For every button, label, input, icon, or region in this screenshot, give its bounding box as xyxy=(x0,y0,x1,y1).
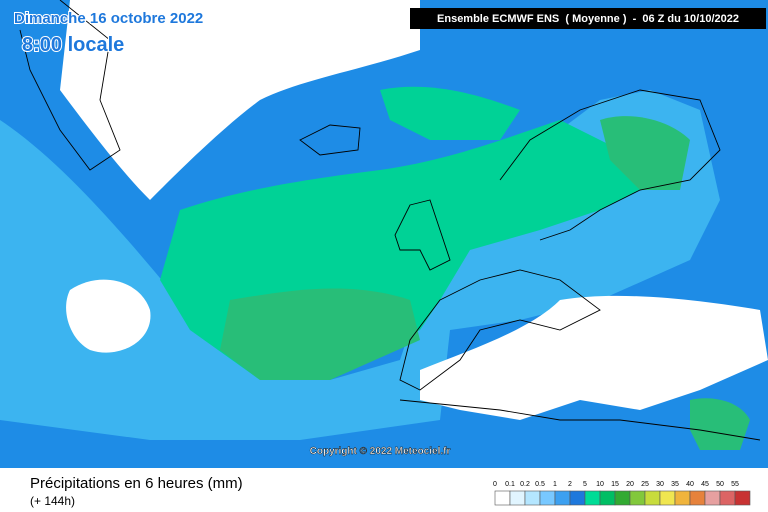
footer-title: Précipitations en 6 heures (mm) xyxy=(30,475,243,492)
legend-label: 1 xyxy=(553,481,557,488)
legend-label: 25 xyxy=(641,481,649,488)
legend-label: 0 xyxy=(493,481,497,488)
map: Dimanche 16 octobre 2022 8:00 locale Ens… xyxy=(0,0,768,468)
scandinavia-coast xyxy=(499,89,721,241)
precip-east xyxy=(690,398,750,450)
legend-swatch xyxy=(629,490,646,506)
legend-swatch xyxy=(494,490,511,506)
legend-swatch xyxy=(614,490,631,506)
legend-label: 30 xyxy=(656,481,664,488)
model-label: Ensemble ECMWF ENS ( Moyenne ) - 06 Z du… xyxy=(437,13,739,25)
europe-coast xyxy=(399,269,601,391)
copyright: Copyright © 2022 Meteociel.fr xyxy=(310,446,451,457)
dry-greenland xyxy=(60,0,420,200)
legend-swatch xyxy=(644,490,661,506)
time-label: 8:00 locale xyxy=(22,34,124,56)
legend-label: 55 xyxy=(731,481,739,488)
legend-label: 10 xyxy=(596,481,604,488)
legend-label: 5 xyxy=(583,481,587,488)
legend-swatch xyxy=(584,490,601,506)
legend-swatch xyxy=(524,490,541,506)
legend: 0 0.1 0.2 0.5 1 2 5 10 15 20 25 30 35 40 45 50 55 xyxy=(493,481,751,506)
legend-label: 0.2 xyxy=(520,481,530,488)
legend-swatch xyxy=(539,490,556,506)
legend-swatch xyxy=(569,490,586,506)
legend-label: 35 xyxy=(671,481,679,488)
legend-label: 20 xyxy=(626,481,634,488)
legend-label: 2 xyxy=(568,481,572,488)
dry-atlantic xyxy=(66,279,151,353)
legend-swatch xyxy=(719,490,736,506)
legend-label: 0.1 xyxy=(505,481,515,488)
legend-swatch xyxy=(704,490,721,506)
greenland-coast xyxy=(19,0,121,171)
legend-swatch xyxy=(734,490,751,506)
precip-scandinavia xyxy=(600,116,690,190)
africa-coast xyxy=(399,399,761,441)
legend-label: 50 xyxy=(716,481,724,488)
legend-label: 45 xyxy=(701,481,709,488)
legend-swatch xyxy=(554,490,571,506)
footer-lead: (+ 144h) xyxy=(30,494,75,508)
precip-moderate-north xyxy=(380,86,520,140)
uk-coast xyxy=(394,199,451,271)
legend-swatch xyxy=(674,490,691,506)
legend-label: 40 xyxy=(686,481,694,488)
legend-swatch xyxy=(509,490,526,506)
legend-swatch xyxy=(689,490,706,506)
dry-mediterranean xyxy=(420,295,768,420)
precip-heavy xyxy=(220,288,420,380)
legend-label: 15 xyxy=(611,481,619,488)
legend-swatch xyxy=(599,490,616,506)
legend-label: 0.5 xyxy=(535,481,545,488)
iceland-coast xyxy=(299,124,361,156)
date-label: Dimanche 16 octobre 2022 xyxy=(14,10,203,27)
legend-swatch xyxy=(659,490,676,506)
model-box xyxy=(410,8,766,29)
